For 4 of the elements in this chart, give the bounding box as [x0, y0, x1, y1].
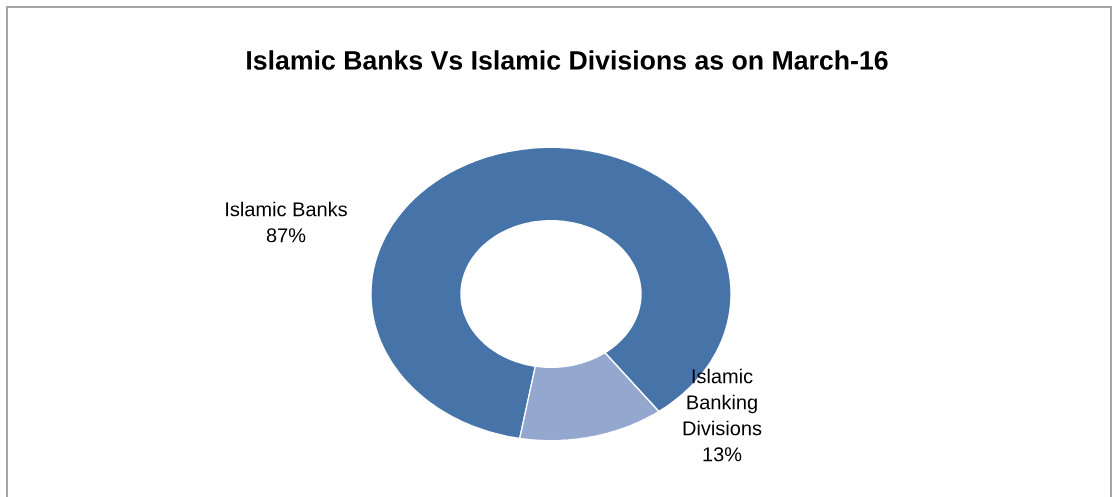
chart-title: Islamic Banks Vs Islamic Divisions as on March-16: [247, 50, 888, 70]
data-label: 13%: [703, 447, 742, 462]
data-label: 87%: [266, 228, 306, 243]
slice-label: Islamic Banks: [226, 201, 347, 217]
